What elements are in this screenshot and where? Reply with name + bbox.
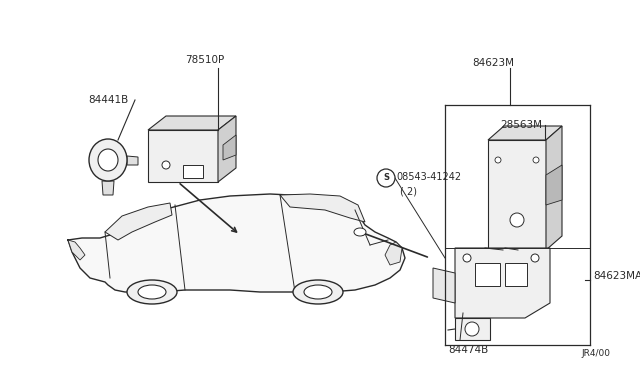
Polygon shape [127, 156, 138, 165]
Polygon shape [68, 194, 405, 292]
Polygon shape [218, 116, 236, 182]
Polygon shape [475, 263, 500, 286]
Polygon shape [148, 116, 236, 130]
Polygon shape [488, 140, 546, 250]
Polygon shape [102, 181, 114, 195]
Text: 84441B: 84441B [88, 95, 128, 105]
Text: 28563M: 28563M [500, 120, 542, 130]
Polygon shape [148, 130, 218, 182]
Circle shape [463, 254, 471, 262]
Ellipse shape [354, 228, 366, 236]
Ellipse shape [127, 280, 177, 304]
Text: S: S [383, 173, 389, 183]
Text: 84474B: 84474B [448, 345, 488, 355]
Polygon shape [183, 165, 203, 178]
Ellipse shape [162, 161, 170, 169]
Polygon shape [433, 268, 455, 303]
Polygon shape [385, 242, 402, 265]
Ellipse shape [304, 285, 332, 299]
Polygon shape [280, 194, 365, 222]
Text: ( 2): ( 2) [400, 187, 417, 197]
Ellipse shape [495, 157, 501, 163]
Ellipse shape [89, 139, 127, 181]
Ellipse shape [510, 213, 524, 227]
Text: JR4/00: JR4/00 [581, 349, 610, 358]
Polygon shape [488, 126, 562, 140]
Text: 84623M: 84623M [472, 58, 514, 68]
Polygon shape [546, 126, 562, 250]
Ellipse shape [465, 322, 479, 336]
Polygon shape [455, 318, 490, 340]
Circle shape [377, 169, 395, 187]
Ellipse shape [98, 149, 118, 171]
Text: 78510P: 78510P [185, 55, 224, 65]
Polygon shape [105, 203, 172, 240]
Circle shape [531, 254, 539, 262]
Text: 84623MA: 84623MA [593, 271, 640, 281]
Polygon shape [223, 135, 236, 160]
Polygon shape [546, 165, 562, 205]
Ellipse shape [533, 157, 539, 163]
Polygon shape [505, 263, 527, 286]
Polygon shape [68, 240, 85, 260]
Polygon shape [455, 248, 550, 318]
Ellipse shape [293, 280, 343, 304]
Text: 08543-41242: 08543-41242 [396, 172, 461, 182]
Ellipse shape [138, 285, 166, 299]
